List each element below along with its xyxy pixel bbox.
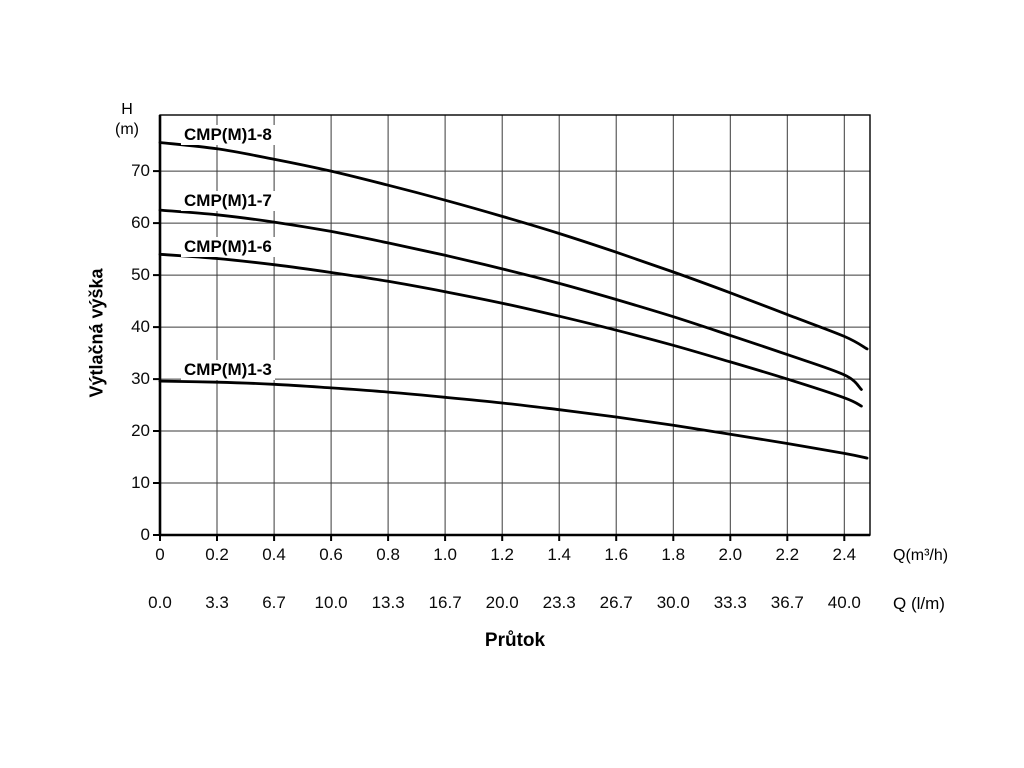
- x-tick-label-m3h: 1.6: [604, 545, 629, 564]
- y-axis-unit-m: (m): [115, 121, 139, 138]
- x-tick-label-m3h: 2.4: [832, 545, 857, 564]
- x-tick-label-lm: 33.3: [713, 593, 747, 612]
- x-tick-label-m3h: 0.2: [205, 545, 229, 564]
- y-tick-label: 50: [131, 265, 150, 285]
- y-tick-label: 0: [140, 525, 150, 544]
- y-tick-label: 30: [131, 369, 150, 389]
- curve-label-cmp-m-1-7: CMP(M)1-7: [181, 191, 275, 211]
- curve-label-cmp-m-1-3: CMP(M)1-3: [181, 360, 275, 380]
- x-tick-label-lm: 30.0: [656, 593, 690, 612]
- curve-label-cmp-m-1-8: CMP(M)1-8: [181, 125, 275, 145]
- y-axis-title: Výtlačná výška: [86, 268, 107, 398]
- x-axis-unit-lm: Q (l/m): [893, 594, 945, 613]
- y-tick-label: 40: [131, 317, 150, 337]
- x-tick-label-m3h: 1.4: [547, 545, 571, 564]
- x-tick-label-m3h: 1.0: [433, 545, 457, 564]
- x-tick-label-lm: 23.3: [542, 593, 576, 612]
- x-tick-label-m3h: 2.0: [718, 545, 743, 564]
- x-tick-label-lm: 13.3: [371, 593, 405, 612]
- x-tick-label-m3h: 1.2: [490, 545, 514, 564]
- y-axis-unit-h: H: [121, 101, 133, 118]
- x-tick-label-m3h: 0: [155, 545, 165, 564]
- x-tick-label-m3h: 0.4: [262, 545, 286, 564]
- y-axis-unit-label: H (m): [105, 100, 149, 140]
- x-tick-label-m3h: 0.6: [319, 545, 343, 564]
- y-tick-label: 20: [131, 421, 150, 441]
- x-tick-label-lm: 6.7: [262, 593, 286, 612]
- x-tick-label-m3h: 0.8: [376, 545, 400, 564]
- x-tick-label-m3h: 2.2: [775, 545, 800, 564]
- x-tick-label-lm: 26.7: [599, 593, 633, 612]
- x-tick-label-lm: 20.0: [485, 593, 519, 612]
- x-tick-label-lm: 36.7: [770, 593, 804, 612]
- x-tick-label-lm: 0.0: [148, 593, 172, 612]
- x-axis-unit-m3h: Q(m³/h): [893, 547, 949, 564]
- x-tick-label-lm: 3.3: [205, 593, 229, 612]
- x-axis-title: Průtok: [484, 630, 546, 651]
- x-tick-label-m3h: 1.8: [661, 545, 686, 564]
- y-tick-label: 70: [131, 161, 150, 181]
- x-tick-label-lm: 16.7: [428, 593, 462, 612]
- x-tick-label-lm: 40.0: [827, 593, 861, 612]
- curve-label-cmp-m-1-6: CMP(M)1-6: [181, 237, 275, 257]
- y-tick-label: 10: [131, 473, 150, 493]
- y-tick-label: 60: [131, 213, 150, 233]
- x-tick-label-lm: 10.0: [314, 593, 348, 612]
